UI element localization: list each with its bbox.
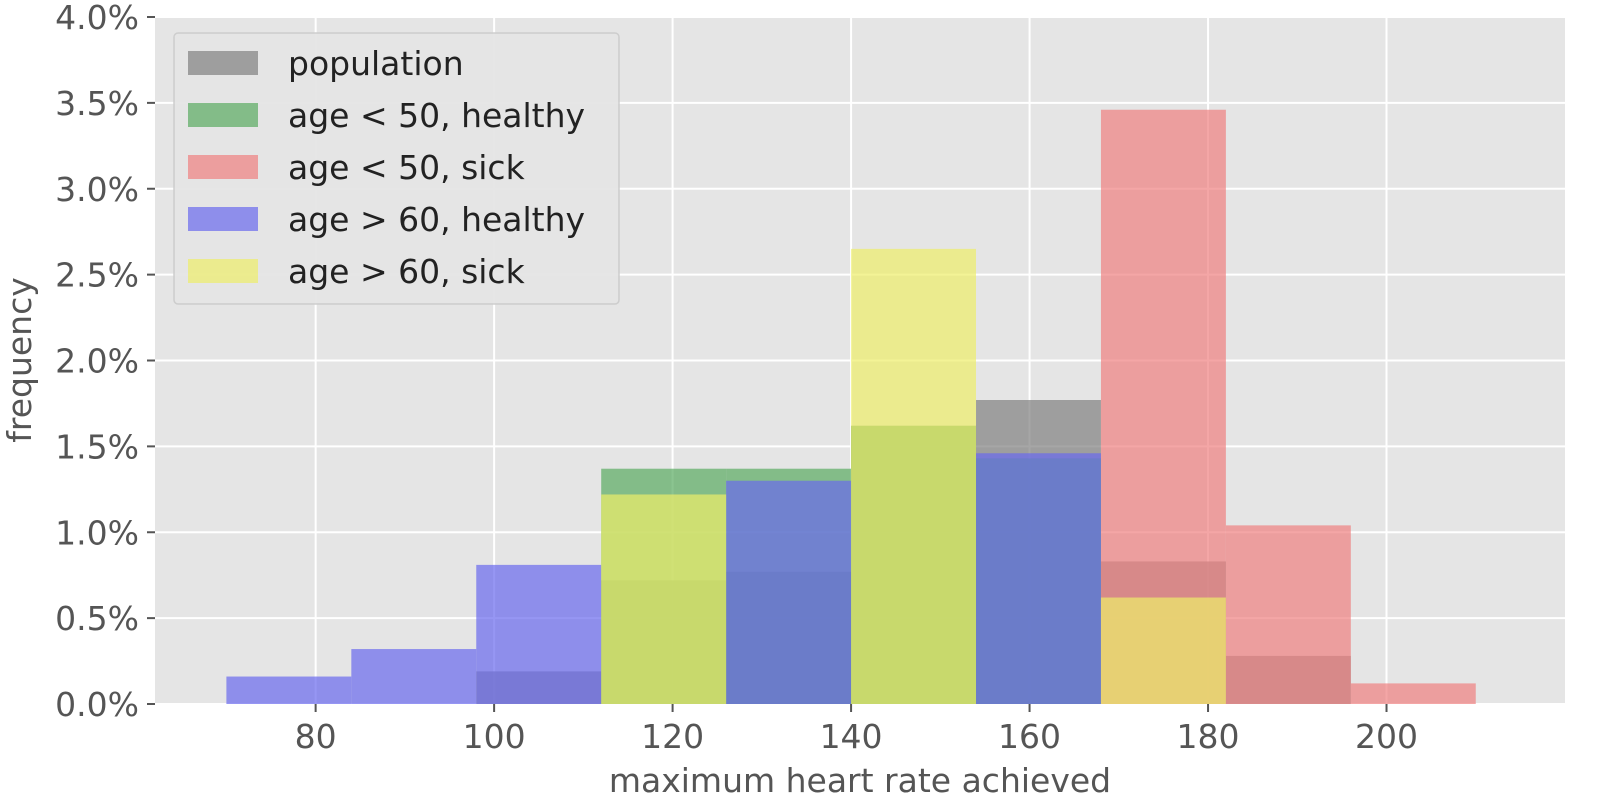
- x-tick-label: 160: [998, 717, 1061, 756]
- x-tick-label: 120: [641, 717, 704, 756]
- bar-age-60-healthy: [476, 564, 602, 704]
- x-axis-label: maximum heart rate achieved: [609, 761, 1111, 800]
- y-tick-label: 1.0%: [55, 513, 139, 552]
- legend-label-age-60-sick: age > 60, sick: [288, 252, 526, 291]
- bar-age-60-sick: [601, 494, 727, 704]
- bar-age-50-sick: [1225, 525, 1351, 704]
- y-tick-label: 0.5%: [55, 599, 139, 638]
- bar-age-60-sick: [851, 248, 977, 705]
- axes: 0.0% 0.5% 1.0% 1.5% 2.0% 2.5% 3.0% 3.5% 4.0% 80 10…: [55, 0, 1418, 756]
- bar-age-60-healthy: [226, 676, 352, 704]
- bar-age-60-healthy: [976, 453, 1101, 704]
- legend-swatch-age-60-sick: [188, 259, 258, 283]
- x-tick-label: 200: [1355, 717, 1418, 756]
- legend-swatch-age-60-healthy: [188, 207, 258, 231]
- histogram-bars: [226, 109, 1476, 705]
- legend-label-population: population: [288, 44, 464, 83]
- legend-swatch-age-50-sick: [188, 155, 258, 179]
- bar-age-60-healthy: [726, 480, 852, 704]
- y-tick-label: 2.5%: [55, 256, 139, 295]
- legend-label-age-50-sick: age < 50, sick: [288, 148, 526, 187]
- y-tick-label: 1.5%: [55, 427, 139, 466]
- bar-age-50-sick: [1350, 683, 1476, 704]
- y-axis-label: frequency: [0, 277, 39, 443]
- legend-label-age-50-healthy: age < 50, healthy: [288, 96, 585, 135]
- legend-swatch-age-50-healthy: [188, 103, 258, 127]
- legend-swatch-population: [188, 51, 258, 75]
- x-tick-label: 80: [295, 717, 337, 756]
- x-tick-label: 100: [463, 717, 526, 756]
- legend-box: [173, 32, 620, 305]
- y-tick-label: 3.0%: [55, 170, 139, 209]
- y-tick-label: 2.0%: [55, 342, 139, 381]
- bar-age-60-sick: [1100, 597, 1226, 704]
- bar-age-60-healthy: [351, 649, 477, 704]
- legend: population age < 50, healthy age < 50, sic…: [173, 32, 620, 305]
- y-tick-label: 0.0%: [55, 685, 139, 724]
- x-tick-label: 180: [1177, 717, 1240, 756]
- y-tick-label: 4.0%: [55, 0, 139, 37]
- x-tick-label: 140: [820, 717, 883, 756]
- y-tick-label: 3.5%: [55, 84, 139, 123]
- legend-label-age-60-healthy: age > 60, healthy: [288, 200, 585, 239]
